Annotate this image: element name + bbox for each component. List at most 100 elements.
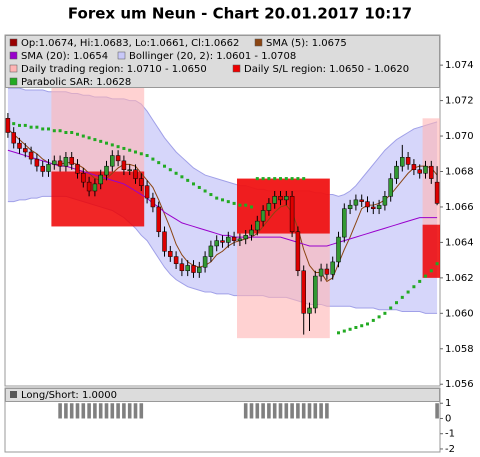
bar — [127, 403, 132, 419]
candle-body — [57, 160, 63, 167]
sar-dot — [267, 177, 271, 181]
candle-body — [110, 155, 115, 167]
sar-dot — [23, 123, 27, 127]
candle-body — [376, 204, 382, 209]
bar — [69, 403, 74, 419]
bar — [64, 403, 68, 419]
candle-body — [81, 173, 86, 183]
candle-body — [202, 256, 208, 268]
legend-swatch — [254, 38, 263, 47]
bar — [75, 403, 80, 419]
candle-body — [23, 148, 28, 153]
candle-body — [139, 178, 144, 186]
sar-dot — [134, 150, 137, 154]
legend-label: Long/Short: 1.0000 — [21, 390, 117, 401]
candle-body — [156, 206, 161, 233]
sar-dot — [192, 182, 195, 186]
candle-body — [214, 240, 219, 247]
sar-dot — [377, 315, 381, 319]
y-tick-label: 1.072 — [445, 96, 474, 107]
bar — [255, 403, 260, 419]
bar — [110, 403, 115, 419]
candle-body — [237, 238, 243, 241]
y-tick-label: 1.070 — [445, 131, 474, 142]
candle-body — [220, 240, 225, 243]
candle-body — [69, 157, 74, 165]
candle-body — [121, 160, 127, 170]
bar — [87, 403, 91, 419]
legend-label: SMA (5): 1.0675 — [266, 38, 347, 49]
sar-dot — [47, 127, 50, 131]
sar-dot — [93, 138, 97, 142]
sar-dot — [174, 171, 178, 175]
sar-dot — [290, 177, 294, 181]
candle-body — [162, 231, 167, 252]
sar-dot — [279, 177, 282, 181]
candle-body — [255, 220, 260, 231]
sar-dot — [163, 164, 166, 168]
legend-label: Parabolic SAR: 1.0628 — [21, 77, 131, 88]
candle-body — [289, 196, 295, 233]
candle-body — [191, 265, 196, 273]
sar-dot — [58, 129, 62, 133]
candle-body — [371, 206, 376, 209]
candle-body — [434, 181, 440, 204]
y-tick-label: -1 — [445, 429, 455, 440]
candle-body — [330, 261, 335, 275]
candle-body — [301, 270, 306, 314]
legend-label: Op:1.0674, Hi:1.0683, Lo:1.0661, Cl:1.06… — [21, 38, 239, 49]
bar — [81, 403, 86, 419]
y-tick-label: 1.062 — [445, 273, 474, 284]
bar — [122, 403, 126, 419]
bar — [284, 403, 289, 419]
candle-body — [353, 199, 359, 206]
candle-body — [429, 165, 434, 179]
sar-dot — [87, 136, 91, 140]
sar-dot — [435, 262, 439, 266]
candle-body — [144, 185, 150, 199]
bar — [116, 403, 120, 419]
candle-body — [150, 197, 156, 208]
sar-dot — [157, 161, 161, 165]
sar-dot — [41, 127, 45, 131]
candle-body — [336, 236, 341, 263]
candle-body — [115, 155, 121, 162]
region — [51, 171, 145, 227]
candle-body — [284, 196, 289, 201]
sar-dot — [139, 152, 143, 156]
bar — [278, 403, 283, 419]
sar-dot — [221, 198, 224, 202]
chart-title: Forex um Neun - Chart 20.01.2017 10:17 — [68, 5, 412, 23]
legend-swatch — [117, 51, 126, 60]
sar-dot — [395, 301, 398, 305]
candle-body — [359, 199, 364, 202]
candle-body — [127, 169, 132, 171]
sar-dot — [99, 139, 103, 143]
sar-dot — [18, 123, 21, 127]
sar-dot — [284, 177, 288, 181]
sar-dot — [110, 143, 114, 147]
legend-swatch — [9, 38, 18, 47]
sar-dot — [244, 203, 248, 207]
candle-body — [278, 196, 283, 201]
candle-body — [63, 157, 69, 167]
candle-body — [168, 251, 173, 257]
sar-dot — [180, 175, 184, 179]
bar — [325, 403, 329, 419]
sar-dot — [261, 177, 265, 181]
candle-body — [417, 169, 422, 174]
sar-dot — [128, 148, 132, 152]
sar-dot — [76, 132, 79, 136]
sar-dot — [116, 145, 120, 149]
y-tick-label: 0 — [445, 413, 451, 424]
bar — [93, 403, 97, 419]
bar — [261, 403, 265, 419]
bar — [435, 403, 439, 419]
y-tick-label: 1.060 — [445, 308, 474, 319]
sar-dot — [197, 185, 201, 189]
bar — [104, 403, 109, 419]
candle-body — [98, 174, 103, 185]
candle-body — [11, 132, 16, 144]
y-tick-label: 1.074 — [445, 60, 474, 71]
